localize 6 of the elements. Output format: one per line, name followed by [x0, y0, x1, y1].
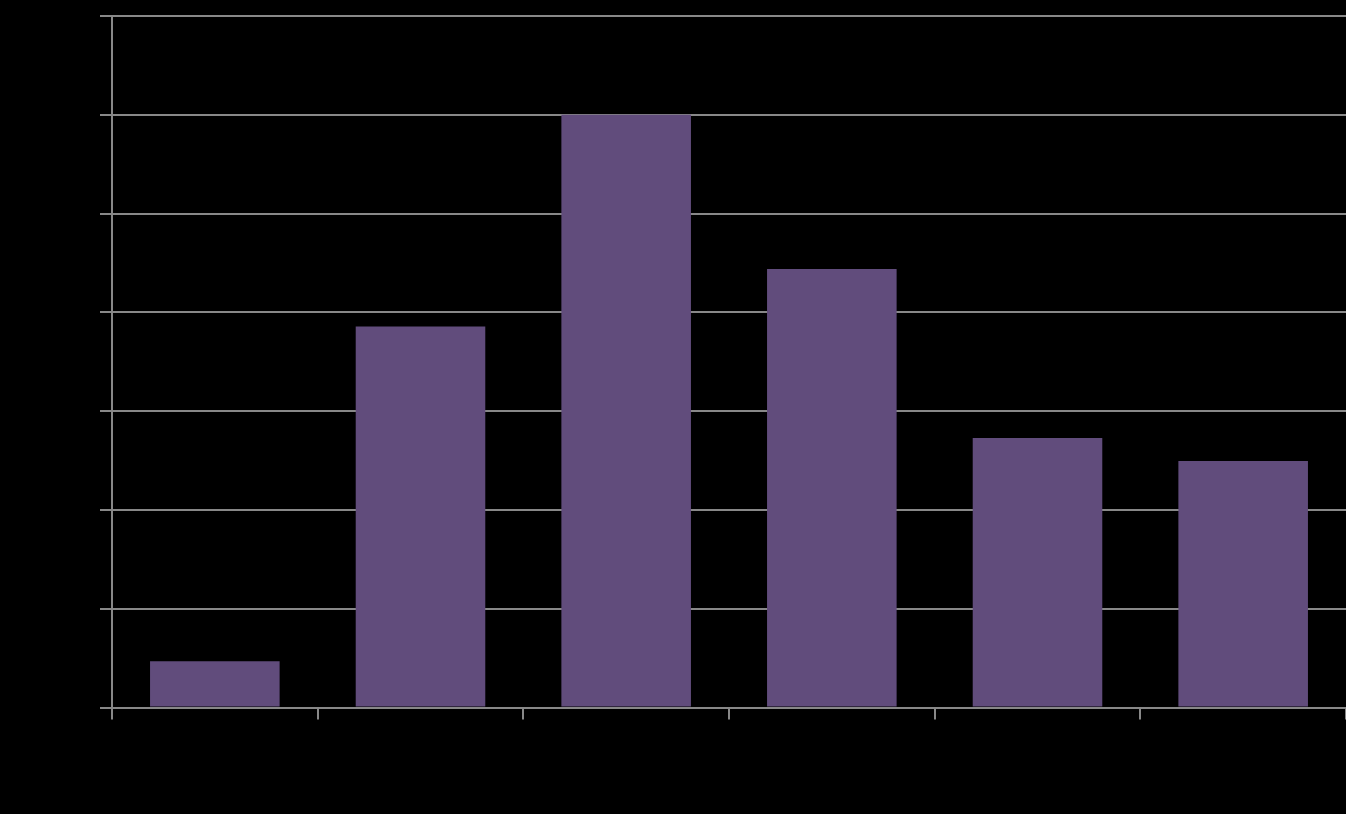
bar [1178, 461, 1308, 707]
bar [150, 661, 280, 707]
bar [355, 326, 486, 707]
bar [767, 268, 897, 707]
bar [972, 437, 1103, 707]
bar [561, 114, 691, 707]
